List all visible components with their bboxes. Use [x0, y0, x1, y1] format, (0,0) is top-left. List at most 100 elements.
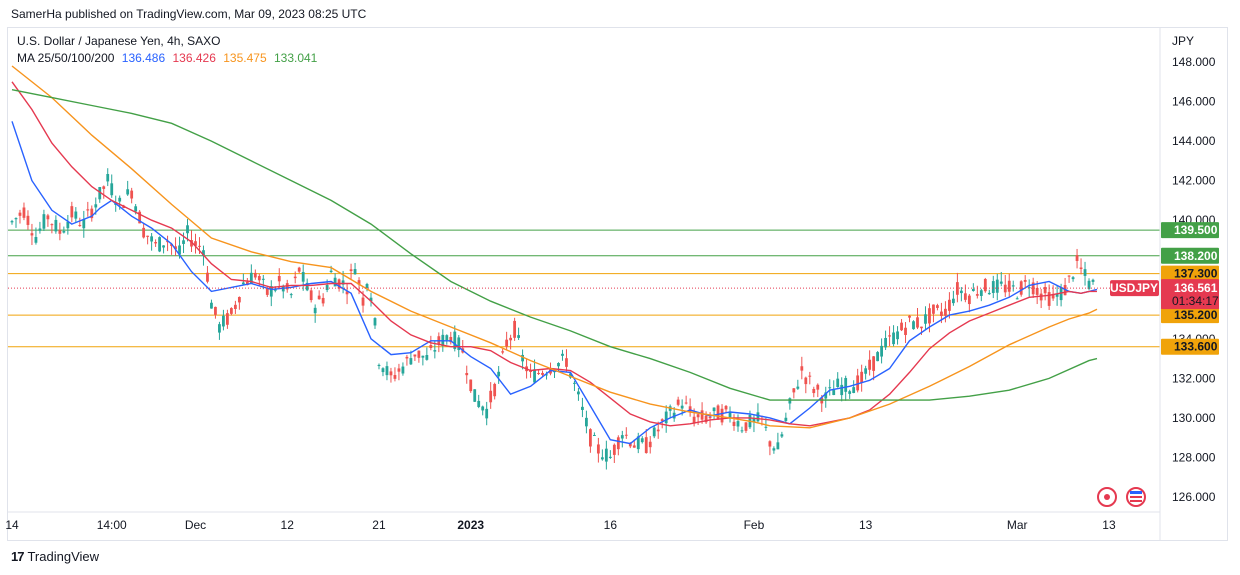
candle-body	[848, 391, 852, 394]
candle-body	[98, 187, 102, 200]
candle-body	[1083, 269, 1087, 276]
candle-body	[896, 331, 899, 340]
ma-line-ma200	[11, 89, 1098, 401]
candle-body	[1043, 286, 1047, 294]
candle-body	[1007, 280, 1011, 292]
candle-body	[126, 189, 130, 195]
candle-body	[876, 352, 880, 362]
candle-body	[792, 388, 796, 393]
candle-body	[696, 414, 700, 418]
candle-body	[206, 272, 209, 282]
candle-body	[493, 383, 497, 397]
ma50-legend-value: 136.426	[172, 51, 216, 65]
candle-body	[944, 308, 947, 316]
candle-body	[425, 355, 429, 360]
candle-body	[561, 353, 564, 356]
horizontal-levels	[8, 229, 1160, 348]
candle-body	[1071, 277, 1075, 280]
candle-body	[904, 327, 907, 335]
tradingview-logo[interactable]: 17 TradingView	[11, 549, 99, 564]
candle-body	[453, 331, 457, 349]
candle-body	[987, 292, 991, 295]
level-tag	[1161, 247, 1219, 264]
candle-body	[226, 313, 229, 325]
candle-body	[928, 308, 931, 324]
y-tick-label: 132.000	[1172, 371, 1216, 385]
candle-body	[860, 371, 864, 383]
candle-body	[537, 372, 540, 374]
candle-body	[712, 407, 716, 412]
candle-body	[521, 354, 524, 362]
candle-body	[1011, 285, 1015, 287]
candle-body	[10, 221, 14, 223]
candle-body	[22, 207, 26, 218]
candle-body	[716, 405, 720, 420]
candle-body	[182, 240, 185, 244]
candle-body	[497, 371, 501, 377]
candle-body	[916, 317, 919, 328]
ma-line-ma25	[11, 121, 1098, 445]
candle-body	[162, 245, 165, 248]
candle-body	[533, 369, 536, 383]
candle-body	[932, 304, 935, 314]
candle-body	[317, 295, 321, 300]
candle-body	[142, 227, 146, 238]
candle-body	[277, 275, 281, 282]
candle-body	[381, 368, 385, 373]
candle-body	[134, 206, 138, 212]
candle-body	[604, 448, 608, 462]
candle-body	[233, 304, 237, 309]
candle-body	[900, 322, 903, 331]
candle-body	[417, 350, 421, 358]
candle-body	[828, 387, 832, 389]
countdown-label: 01:34:17	[1172, 294, 1219, 308]
candle-body	[959, 290, 963, 294]
x-tick-label: 21	[372, 518, 386, 532]
candle-body	[186, 225, 189, 234]
candle-body	[616, 437, 620, 450]
candle-body	[365, 284, 369, 289]
candle-body	[313, 307, 317, 314]
candle-body	[30, 233, 34, 236]
candle-body	[780, 434, 784, 437]
candle-body	[309, 290, 313, 301]
symbol-tag[interactable]	[1110, 280, 1159, 297]
candle-body	[1035, 288, 1039, 295]
candle-body	[1027, 287, 1031, 289]
candle-body	[948, 299, 951, 311]
y-tick-label: 146.000	[1172, 95, 1216, 109]
candle-body	[385, 366, 389, 376]
ma-line-ma100	[11, 65, 1098, 429]
candle-body	[600, 457, 604, 460]
candle-body	[218, 324, 221, 333]
candle-body	[1067, 275, 1071, 277]
candle-body	[644, 437, 648, 454]
candle-body	[800, 366, 804, 371]
candle-body	[632, 445, 636, 448]
tradingview-brand: TradingView	[27, 549, 100, 564]
candle-body	[581, 406, 584, 410]
candle-body	[261, 278, 265, 280]
candle-body	[963, 293, 967, 300]
candle-body	[804, 377, 808, 385]
candle-body	[1019, 281, 1023, 295]
y-tick-label: 130.000	[1172, 411, 1216, 425]
candle-body	[736, 421, 740, 427]
level-tag	[1161, 265, 1219, 282]
ma-legend-label: MA 25/50/100/200	[17, 51, 115, 65]
candle-body	[824, 392, 828, 399]
time-axis: 14 14:00 Dec 12 21 2023 16 Feb 13 Mar 13	[5, 518, 1116, 532]
us-flag-canton-icon	[1130, 491, 1142, 494]
candle-body	[190, 240, 193, 247]
candle-body	[573, 382, 576, 384]
candle-body	[42, 214, 46, 229]
candle-body	[178, 245, 181, 255]
candle-body	[967, 295, 971, 305]
candle-body	[656, 429, 660, 432]
candle-body	[852, 387, 856, 393]
candle-body	[1055, 293, 1059, 297]
candle-body	[577, 391, 580, 395]
candle-body	[1079, 267, 1083, 269]
currency-label: JPY	[1172, 34, 1195, 48]
